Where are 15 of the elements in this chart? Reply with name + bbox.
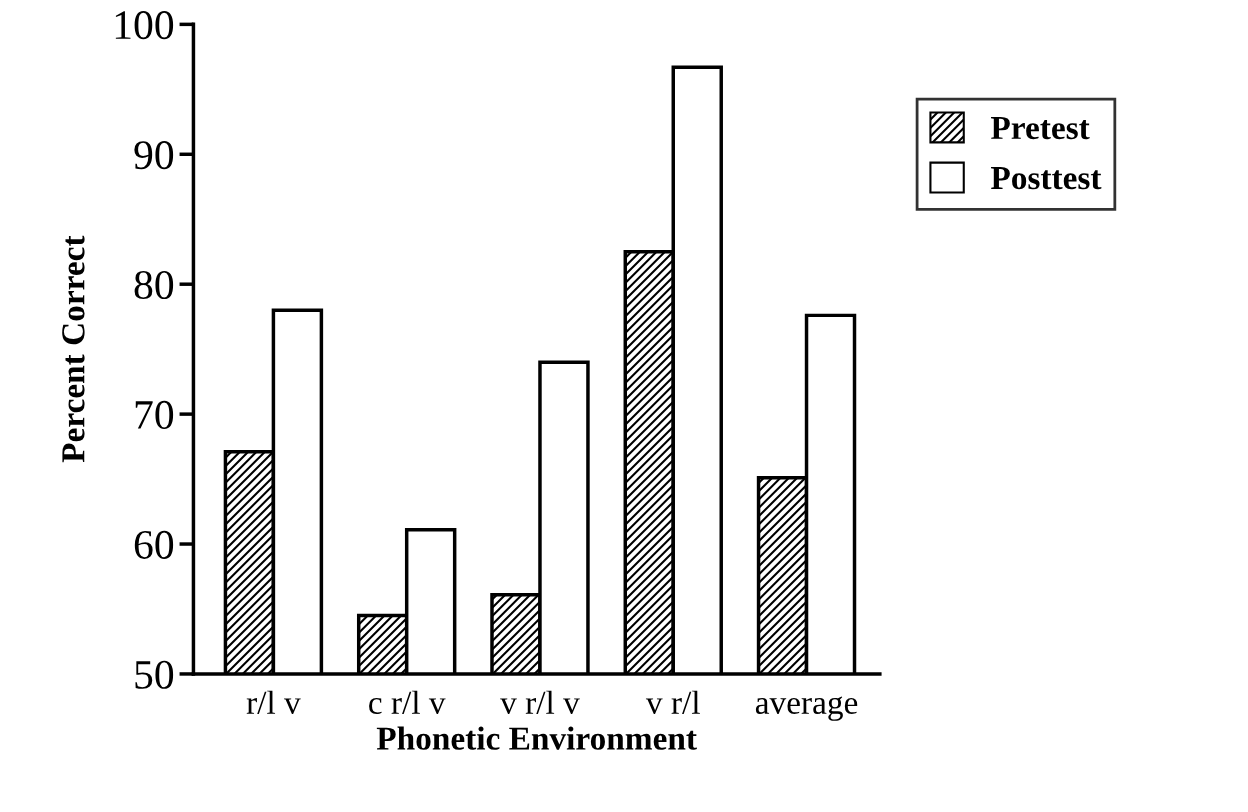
y-tick-label: 90 [134, 141, 174, 170]
x-tick-label: average [755, 696, 858, 721]
y-tick-label: 100 [115, 11, 174, 40]
y-tick-label: 50 [135, 660, 174, 689]
y-axis-title: Percent Correct [62, 235, 85, 463]
x-tick-label: c r/l v [369, 690, 446, 715]
x-tick-label: r/l v [246, 690, 301, 715]
y-tick-label: 80 [134, 270, 174, 300]
x-tick-label: v r/l [645, 690, 700, 715]
y-tick-label: 60 [134, 530, 174, 559]
y-tick-label: 70 [135, 400, 174, 429]
legend-label: Posttest [991, 167, 1102, 190]
legend-label: Pretest [991, 117, 1090, 140]
x-axis-title: Phonetic Environment [376, 726, 697, 750]
x-tick-label: v r/l v [500, 690, 580, 715]
